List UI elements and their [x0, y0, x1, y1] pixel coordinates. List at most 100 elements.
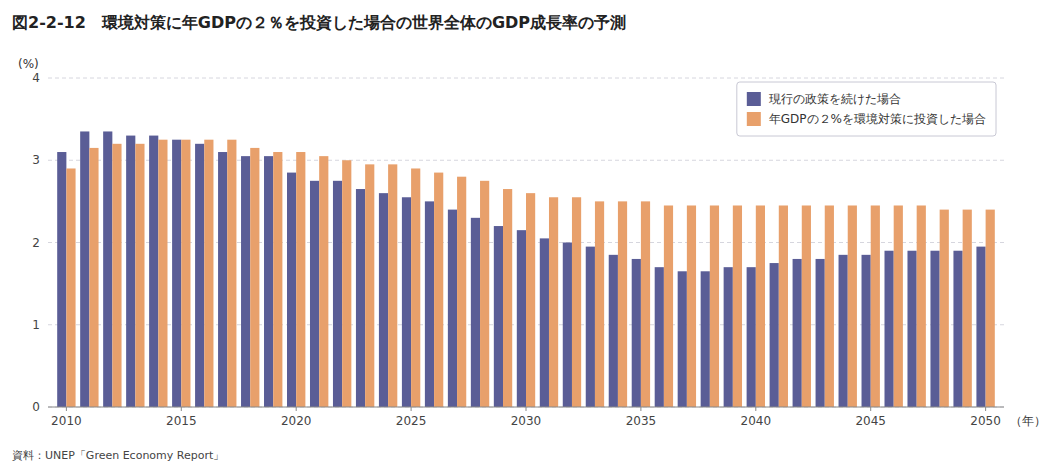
- bar: [503, 189, 512, 407]
- bar: [434, 173, 443, 407]
- bar: [825, 205, 834, 407]
- x-tick: [870, 407, 871, 411]
- bar: [678, 271, 687, 407]
- bar: [655, 267, 664, 407]
- bar: [57, 152, 66, 407]
- bar: [747, 267, 756, 407]
- bar: [103, 131, 112, 407]
- bar: [379, 193, 388, 407]
- bar: [227, 140, 236, 407]
- bar: [319, 156, 328, 407]
- bar: [448, 210, 457, 407]
- bar: [816, 259, 825, 407]
- x-tick: [66, 407, 67, 411]
- y-tick-label: 0: [32, 400, 40, 414]
- y-tick-label: 2: [32, 236, 40, 250]
- bar: [586, 247, 595, 407]
- bar: [241, 156, 250, 407]
- y-tick-label: 4: [32, 71, 40, 85]
- bar: [296, 152, 305, 407]
- x-tick: [640, 407, 641, 411]
- background: [0, 0, 1064, 469]
- bar: [549, 197, 558, 407]
- bar: [126, 136, 135, 407]
- bar: [218, 152, 227, 407]
- y-tick-label: 3: [32, 153, 40, 167]
- bar: [793, 259, 802, 407]
- bar: [963, 210, 972, 407]
- x-tick-label: 2025: [396, 414, 427, 428]
- bar: [264, 156, 273, 407]
- bar: [112, 144, 121, 407]
- bar: [204, 140, 213, 407]
- bar: [494, 226, 503, 407]
- x-tick-label: 2035: [626, 414, 657, 428]
- bar: [158, 140, 167, 407]
- series: [57, 131, 985, 407]
- bar: [66, 168, 75, 407]
- x-axis-label: （年）: [1010, 414, 1046, 428]
- legend: 現行の政策を続けた場合年GDPの２%を環境対策に投資した場合: [737, 82, 996, 136]
- x-tick-label: 2040: [741, 414, 772, 428]
- bar: [907, 251, 916, 407]
- bar: [724, 267, 733, 407]
- bar: [976, 247, 985, 407]
- y-tick-label: 1: [32, 318, 40, 332]
- chart: 図2-2-12 環境対策に年GDPの２％を投資した場合の世界全体のGDP成長率の…: [0, 0, 1064, 469]
- bar: [885, 251, 894, 407]
- bar: [632, 259, 641, 407]
- grid-line: [48, 78, 1004, 79]
- bar: [89, 148, 98, 407]
- bar: [940, 210, 949, 407]
- bar: [471, 218, 480, 407]
- bar: [986, 210, 995, 407]
- x-tick: [985, 407, 986, 411]
- bar: [310, 181, 319, 407]
- bar: [250, 148, 259, 407]
- y-axis-label: (%): [18, 57, 39, 71]
- bar: [641, 201, 650, 407]
- bar: [871, 205, 880, 407]
- x-tick: [526, 407, 527, 411]
- x-tick-label: 2010: [51, 414, 82, 428]
- bar: [779, 205, 788, 407]
- bar: [457, 177, 466, 407]
- series: [66, 140, 994, 407]
- bar: [425, 201, 434, 407]
- chart-container: 図2-2-12 環境対策に年GDPの２％を投資した場合の世界全体のGDP成長率の…: [0, 0, 1064, 469]
- bar: [526, 193, 535, 407]
- bar: [388, 164, 397, 407]
- bar: [181, 140, 190, 407]
- bar: [342, 160, 351, 407]
- bars: [57, 131, 995, 407]
- x-tick-label: 2050: [970, 414, 1001, 428]
- bar: [756, 205, 765, 407]
- page: {"chart_data": { "type": "bar", "title":…: [0, 0, 1064, 469]
- bar: [862, 255, 871, 407]
- bar: [839, 255, 848, 407]
- legend-swatch: [747, 92, 761, 106]
- x-tick: [181, 407, 182, 411]
- title: 図2-2-12 環境対策に年GDPの２％を投資した場合の世界全体のGDP成長率の…: [12, 13, 626, 32]
- bar: [848, 205, 857, 407]
- legend-label: 現行の政策を続けた場合: [769, 92, 901, 106]
- grid-line: [48, 160, 1004, 161]
- bar: [595, 201, 604, 407]
- bar: [930, 251, 939, 407]
- bar: [411, 168, 420, 407]
- bar: [609, 255, 618, 407]
- legend-box: [737, 82, 996, 136]
- bar: [172, 140, 181, 407]
- bar: [365, 164, 374, 407]
- bar: [195, 144, 204, 407]
- bar: [664, 205, 673, 407]
- bar: [540, 238, 549, 407]
- bar: [273, 152, 282, 407]
- bar: [710, 205, 719, 407]
- bar: [802, 205, 811, 407]
- x-tick-label: 2015: [166, 414, 197, 428]
- bar: [572, 197, 581, 407]
- x-tick-label: 2020: [281, 414, 312, 428]
- bar: [356, 189, 365, 407]
- bar: [517, 230, 526, 407]
